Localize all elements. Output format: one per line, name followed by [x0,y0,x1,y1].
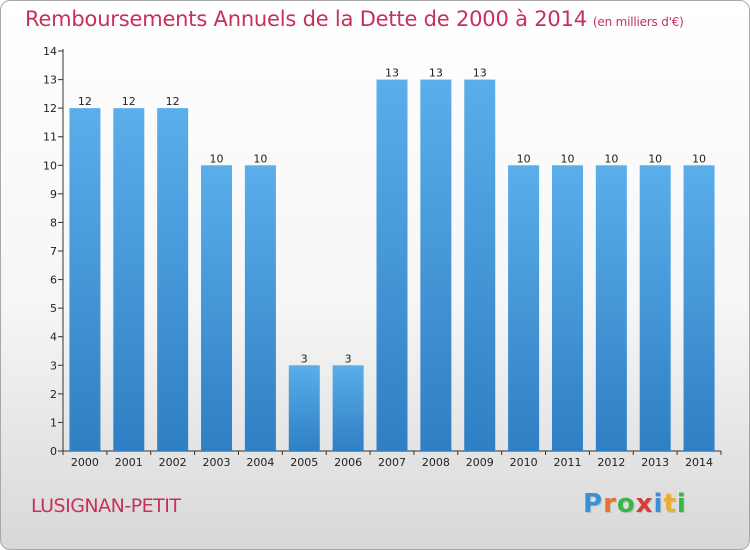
data-label: 3 [301,352,308,365]
logo-letter: P [583,489,604,519]
data-label: 10 [648,152,662,165]
x-tick-label: 2005 [290,456,318,469]
logo-letter: x [635,489,654,519]
data-label: 10 [604,152,618,165]
bar-2004 [244,165,276,452]
x-tick-label: 2008 [422,456,450,469]
y-tick-label: 2 [50,388,57,401]
y-tick-label: 9 [50,188,57,201]
bar-2013 [639,165,671,452]
bar-2008 [420,79,452,452]
x-tick-label: 2006 [334,456,362,469]
x-tick-label: 2011 [553,456,581,469]
y-tick-label: 14 [43,45,57,58]
bar-2012 [595,165,627,452]
y-tick-label: 5 [50,302,57,315]
data-label: 13 [385,67,399,80]
data-label: 10 [253,152,267,165]
bar-2011 [551,165,583,452]
x-tick-label: 2009 [466,456,494,469]
bar-2009 [464,79,496,452]
y-tick-label: 3 [50,359,57,372]
x-tick-label: 2010 [510,456,538,469]
data-label: 13 [473,67,487,80]
proxiti-logo: Proxiti [583,489,687,519]
data-label: 13 [429,67,443,80]
chart-title-text: Remboursements Annuels de la Dette de 20… [25,7,587,31]
logo-letter: t [663,489,677,519]
bar-2010 [508,165,540,452]
x-tick-label: 2001 [115,456,143,469]
data-label: 10 [560,152,574,165]
x-tick-label: 2007 [378,456,406,469]
bar-2003 [201,165,233,452]
x-tick-label: 2003 [203,456,231,469]
y-tick-label: 10 [43,159,57,172]
data-label: 10 [210,152,224,165]
data-label: 3 [345,352,352,365]
place-name: LUSIGNAN-PETIT [31,495,181,517]
y-tick-label: 11 [43,131,57,144]
data-label: 10 [692,152,706,165]
data-label: 12 [122,95,136,108]
bar-2006 [332,365,364,451]
data-label: 12 [166,95,180,108]
chart-unit: (en milliers d'€) [592,15,684,29]
x-tick-label: 2002 [159,456,187,469]
x-tick-label: 2000 [71,456,99,469]
bar-2007 [376,79,408,452]
chart-title: Remboursements Annuels de la Dette de 20… [25,7,684,31]
x-tick-label: 2012 [597,456,625,469]
bar-2014 [683,165,715,452]
data-label: 10 [517,152,531,165]
x-tick-label: 2014 [685,456,713,469]
bar-2005 [288,365,320,451]
y-tick-label: 13 [43,74,57,87]
bar-2002 [157,108,189,452]
y-tick-label: 6 [50,274,57,287]
y-tick-label: 0 [50,445,57,458]
y-tick-label: 7 [50,245,57,258]
y-tick-label: 8 [50,216,57,229]
bar-2000 [69,108,101,452]
logo-letter: i [653,489,664,519]
bar-2001 [113,108,145,452]
y-tick-label: 1 [50,416,57,429]
logo-letter: r [603,489,617,519]
logo-letter: o [616,489,636,519]
x-tick-label: 2004 [246,456,274,469]
logo-letter: i [676,489,687,519]
x-tick-label: 2013 [641,456,669,469]
data-label: 12 [78,95,92,108]
y-tick-label: 4 [50,331,57,344]
y-tick-label: 12 [43,102,57,115]
